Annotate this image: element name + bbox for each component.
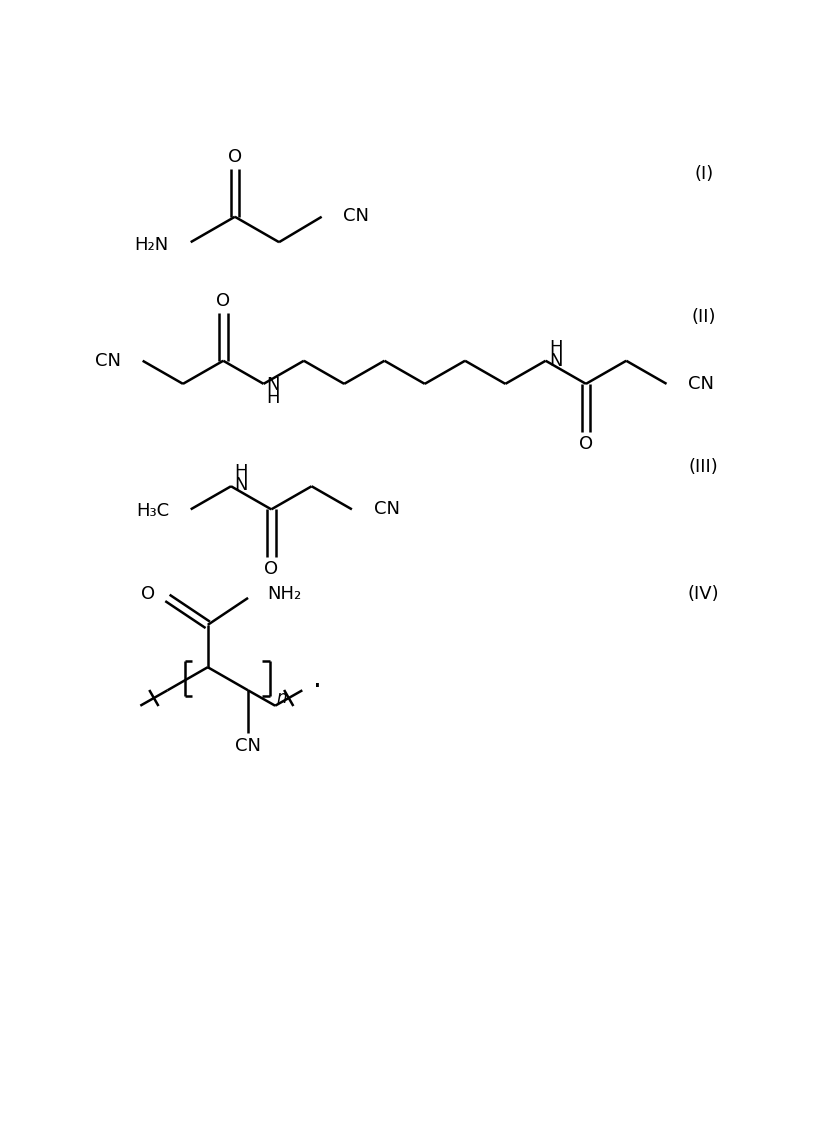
Text: O: O — [264, 560, 278, 579]
Text: (III): (III) — [689, 458, 719, 476]
Text: n: n — [276, 689, 286, 707]
Text: CN: CN — [95, 352, 121, 370]
Text: CN: CN — [374, 500, 399, 518]
Text: ·: · — [314, 673, 322, 702]
Text: O: O — [228, 148, 242, 166]
Text: (IV): (IV) — [688, 585, 719, 603]
Text: (I): (I) — [694, 165, 714, 183]
Text: O: O — [141, 585, 155, 603]
Text: H: H — [266, 390, 281, 408]
Text: CN: CN — [688, 375, 714, 393]
Text: CN: CN — [343, 207, 370, 226]
Text: NH₂: NH₂ — [267, 585, 302, 603]
Text: H₂N: H₂N — [134, 236, 169, 254]
Text: N: N — [549, 352, 563, 370]
Text: H₃C: H₃C — [136, 502, 169, 519]
Text: (II): (II) — [691, 308, 716, 326]
Text: N: N — [266, 376, 281, 394]
Text: O: O — [216, 293, 230, 311]
Text: O: O — [579, 435, 593, 453]
Text: H: H — [549, 339, 563, 358]
Text: N: N — [234, 476, 248, 493]
Text: H: H — [234, 462, 248, 481]
Text: CN: CN — [235, 737, 261, 755]
